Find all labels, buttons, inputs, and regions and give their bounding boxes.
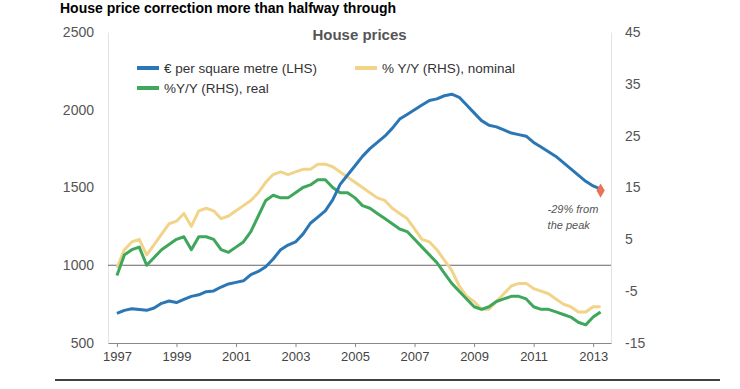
legend-item: %Y/Y (RHS), real	[137, 81, 269, 96]
x-tick-mark	[296, 343, 297, 347]
y2-tick-label: 25	[625, 128, 641, 144]
x-tick-mark	[355, 343, 356, 347]
x-tick: 1999	[162, 343, 191, 364]
legend-swatch	[137, 66, 159, 70]
y2-tick-label: -5	[625, 283, 638, 299]
legend-swatch	[355, 66, 377, 70]
legend-item: % Y/Y (RHS), nominal	[355, 61, 515, 76]
reference-line	[108, 265, 611, 266]
x-tick-label: 2005	[341, 349, 370, 364]
x-tick-label: 2001	[222, 349, 251, 364]
y-axis-line	[108, 33, 109, 344]
x-tick-label: 2009	[460, 349, 489, 364]
x-tick: 2011	[520, 343, 548, 364]
y-tick: 2000	[63, 102, 108, 118]
y2-tick: 15	[611, 179, 641, 195]
x-axis: 1997 1999 2001 2003 2005 2007 2009 2011 2013	[103, 343, 612, 364]
x-tick-label: 2007	[401, 349, 430, 364]
x-tick-mark	[534, 343, 535, 347]
series-line	[117, 180, 601, 325]
x-tick: 2001	[222, 343, 251, 364]
x-tick-label: 2011	[520, 349, 548, 364]
y2-tick: 35	[611, 76, 641, 92]
x-tick: 1997	[103, 343, 132, 364]
y2-tick-label: -15	[625, 335, 645, 351]
y-axis: 500 1000 1500 2000 2500	[63, 24, 109, 351]
legend-swatch	[137, 86, 159, 90]
x-tick-mark	[415, 343, 416, 347]
y-tick-label: 500	[71, 335, 95, 351]
subtitle: House prices	[312, 26, 406, 43]
x-tick-mark	[593, 343, 594, 347]
x-axis-line	[109, 343, 612, 344]
y-tick-label: 1500	[63, 179, 94, 195]
x-tick-mark	[236, 343, 237, 347]
series-line	[117, 94, 601, 313]
y-tick-label: 2500	[63, 24, 94, 40]
series-line	[117, 164, 601, 312]
annotation-text: the peak	[548, 219, 591, 231]
y-tick: 1000	[63, 257, 108, 273]
x-tick-label: 2013	[579, 349, 608, 364]
bottom-rule	[55, 379, 720, 381]
legend-label: %Y/Y (RHS), real	[164, 81, 269, 96]
annotation-text: -29% from	[548, 203, 599, 215]
x-tick: 2003	[282, 343, 311, 364]
y2-tick-label: 35	[625, 76, 641, 92]
x-tick-mark	[117, 343, 118, 347]
y2-tick: 45	[611, 24, 641, 40]
annotation-marker	[596, 183, 604, 197]
x-tick: 2007	[401, 343, 430, 364]
y2-axis: -15 -5 5 15 25 35 45	[611, 24, 645, 351]
y-tick: 1500	[63, 179, 108, 195]
y-tick: 2500	[63, 24, 108, 40]
x-tick-mark	[176, 343, 177, 347]
legend-label: € per square metre (LHS)	[164, 61, 317, 76]
legend-item: € per square metre (LHS)	[137, 61, 317, 76]
x-tick-label: 1999	[162, 349, 191, 364]
legend-label: % Y/Y (RHS), nominal	[382, 61, 515, 76]
y2-tick: 5	[611, 231, 633, 247]
y2-tick: 25	[611, 128, 641, 144]
x-tick-label: 1997	[103, 349, 132, 364]
y2-tick-label: 45	[625, 24, 641, 40]
y2-tick-label: 5	[625, 231, 633, 247]
y-tick-label: 2000	[63, 102, 94, 118]
y2-tick: -5	[611, 283, 638, 299]
y2-tick: -15	[611, 335, 645, 351]
plot-area	[117, 94, 605, 325]
chart: House price correction more than halfway…	[0, 0, 740, 389]
y-tick-label: 1000	[63, 257, 94, 273]
x-tick: 2009	[460, 343, 489, 364]
title: House price correction more than halfway…	[60, 0, 396, 16]
x-tick-label: 2003	[282, 349, 311, 364]
x-tick-mark	[474, 343, 475, 347]
y2-tick-label: 15	[625, 179, 641, 195]
x-tick: 2013	[579, 343, 608, 364]
x-tick: 2005	[341, 343, 370, 364]
y2-axis-line	[611, 33, 612, 344]
